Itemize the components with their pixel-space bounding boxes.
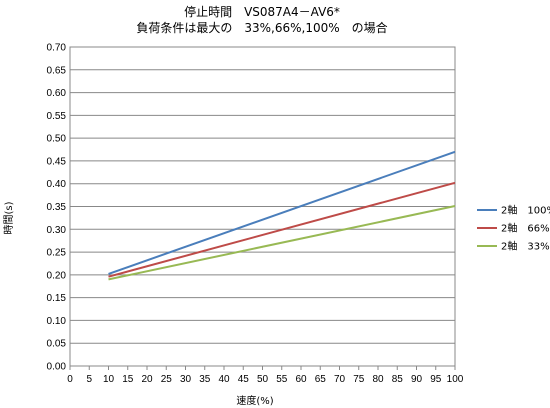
series-lines xyxy=(108,150,456,281)
y-tick-label: 0.55 xyxy=(47,111,67,122)
legend-label: 2軸 66% xyxy=(501,222,550,235)
x-tick-label: 20 xyxy=(141,374,153,385)
y-axis-title: 時間(s) xyxy=(3,201,15,234)
y-tick-label: 0.40 xyxy=(47,179,67,190)
x-tick-label: 55 xyxy=(276,374,288,385)
x-tick-label: 45 xyxy=(238,374,250,385)
y-tick-label: 0.10 xyxy=(47,316,67,327)
series-line xyxy=(108,181,456,278)
x-tick-label: 5 xyxy=(86,374,92,385)
x-tick-label: 60 xyxy=(295,374,307,385)
y-tick-label: 0.30 xyxy=(47,225,67,236)
chart-title: 停止時間 VS087A4－AV6* xyxy=(184,4,340,19)
y-tick-label: 0.70 xyxy=(47,43,67,54)
x-tick-label: 95 xyxy=(430,374,442,385)
x-tick-label: 100 xyxy=(447,374,464,385)
x-tick-label: 30 xyxy=(180,374,192,385)
y-tick-label: 0.20 xyxy=(47,270,67,281)
y-tick-label: 0.35 xyxy=(47,202,67,213)
x-tick-label: 70 xyxy=(334,374,346,385)
x-tick-label: 90 xyxy=(411,374,423,385)
x-tick-label: 40 xyxy=(218,374,230,385)
x-tick-label: 75 xyxy=(353,374,365,385)
y-tick-label: 0.15 xyxy=(47,293,67,304)
legend-label: 2軸 33% xyxy=(501,240,550,253)
x-tick-label: 10 xyxy=(103,374,115,385)
x-tick-label: 65 xyxy=(315,374,327,385)
x-axis-tick-labels: 0 5 10 15 20 25 30 35 40 45 50 55 60 65 70 75 80 85 90 95 10… xyxy=(67,366,464,385)
x-tick-label: 35 xyxy=(199,374,211,385)
gridlines xyxy=(70,46,455,367)
series-line xyxy=(108,150,456,275)
x-tick-label: 85 xyxy=(392,374,404,385)
y-axis-tick-labels: 0.00 0.05 0.10 0.15 0.20 0.25 0.30 0.35 0.40 0.45… xyxy=(47,43,67,373)
x-tick-label: 0 xyxy=(67,374,73,385)
x-tick-label: 15 xyxy=(122,374,134,385)
x-axis-title: 速度(%) xyxy=(236,394,273,407)
y-tick-label: 0.25 xyxy=(47,248,67,259)
x-tick-label: 25 xyxy=(161,374,173,385)
legend-label: 2軸 100% xyxy=(501,204,550,217)
x-tick-label: 50 xyxy=(257,374,269,385)
chart-subtitle: 負荷条件は最大の 33%,66%,100% の場合 xyxy=(136,20,387,35)
legend: 2軸 100% 2軸 66% 2軸 33% xyxy=(477,204,550,253)
y-tick-label: 0.00 xyxy=(47,362,67,373)
y-tick-label: 0.45 xyxy=(47,156,67,167)
y-tick-label: 0.05 xyxy=(47,339,67,350)
y-tick-label: 0.60 xyxy=(47,88,67,99)
y-tick-label: 0.50 xyxy=(47,134,67,145)
x-tick-label: 80 xyxy=(372,374,384,385)
y-tick-label: 0.65 xyxy=(47,65,67,76)
series-line xyxy=(108,205,456,281)
